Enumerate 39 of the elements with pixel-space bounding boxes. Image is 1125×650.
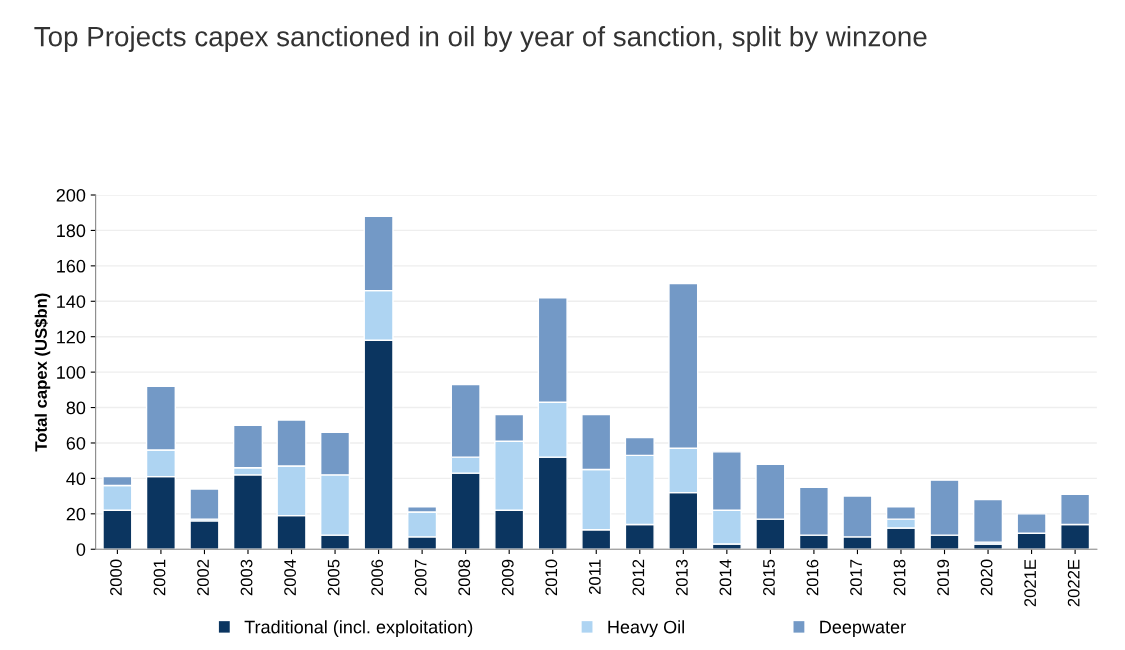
x-tick-label: 2010	[545, 559, 558, 596]
x-tick-label: 2017	[850, 559, 862, 596]
chart-title: Top Projects capex sanctioned in oil by year of sanction, split by winzone	[34, 26, 927, 52]
x-tick-label: 2005	[327, 559, 340, 596]
y-tick-label: 180	[57, 224, 86, 238]
legend-label: Traditional (incl. exploitation)	[244, 620, 473, 637]
y-tick-label: 40	[66, 472, 86, 486]
x-tick-label: 2008	[458, 559, 471, 596]
y-tick-label: 140	[57, 295, 86, 308]
x-tick-label: 2003	[240, 559, 253, 596]
x-tick-label: 2006	[371, 559, 384, 596]
x-tick-label: 2002	[197, 559, 209, 596]
x-tick-label: 2001	[153, 559, 166, 596]
x-tick-label: 2007	[414, 559, 427, 596]
y-tick-label: 160	[57, 259, 86, 273]
y-tick-label: 100	[57, 366, 86, 379]
x-tick-label: 2012	[632, 559, 645, 596]
legend-label: Deepwater	[820, 620, 906, 637]
x-tick-label: 2022E	[1067, 559, 1080, 607]
x-tick-label: 2014	[719, 559, 732, 596]
x-tick-label: 2018	[893, 559, 906, 596]
x-tick-label: 2013	[675, 559, 688, 596]
x-tick-label: 2015	[763, 559, 775, 596]
y-tick-label: 200	[56, 188, 86, 202]
x-tick-label: 2000	[110, 559, 122, 596]
y-tick-label: 80	[66, 401, 86, 415]
x-tick-label: 2009	[501, 559, 514, 596]
y-tick-label: 120	[57, 330, 86, 344]
y-tick-label: 60	[66, 436, 86, 450]
y-tick-label: 0	[76, 543, 86, 556]
legend-label: Heavy Oil	[608, 620, 684, 637]
x-tick-label: 2011	[588, 559, 601, 594]
x-tick-label: 2004	[284, 559, 296, 596]
x-tick-label: 2019	[937, 559, 949, 596]
y-axis-title: Total capex (US$bn)	[34, 293, 51, 452]
y-tick-label: 20	[66, 507, 86, 521]
x-tick-label: 2016	[806, 559, 819, 596]
x-tick-label: 2021E	[1024, 559, 1037, 607]
x-tick-label: 2020	[980, 559, 993, 596]
